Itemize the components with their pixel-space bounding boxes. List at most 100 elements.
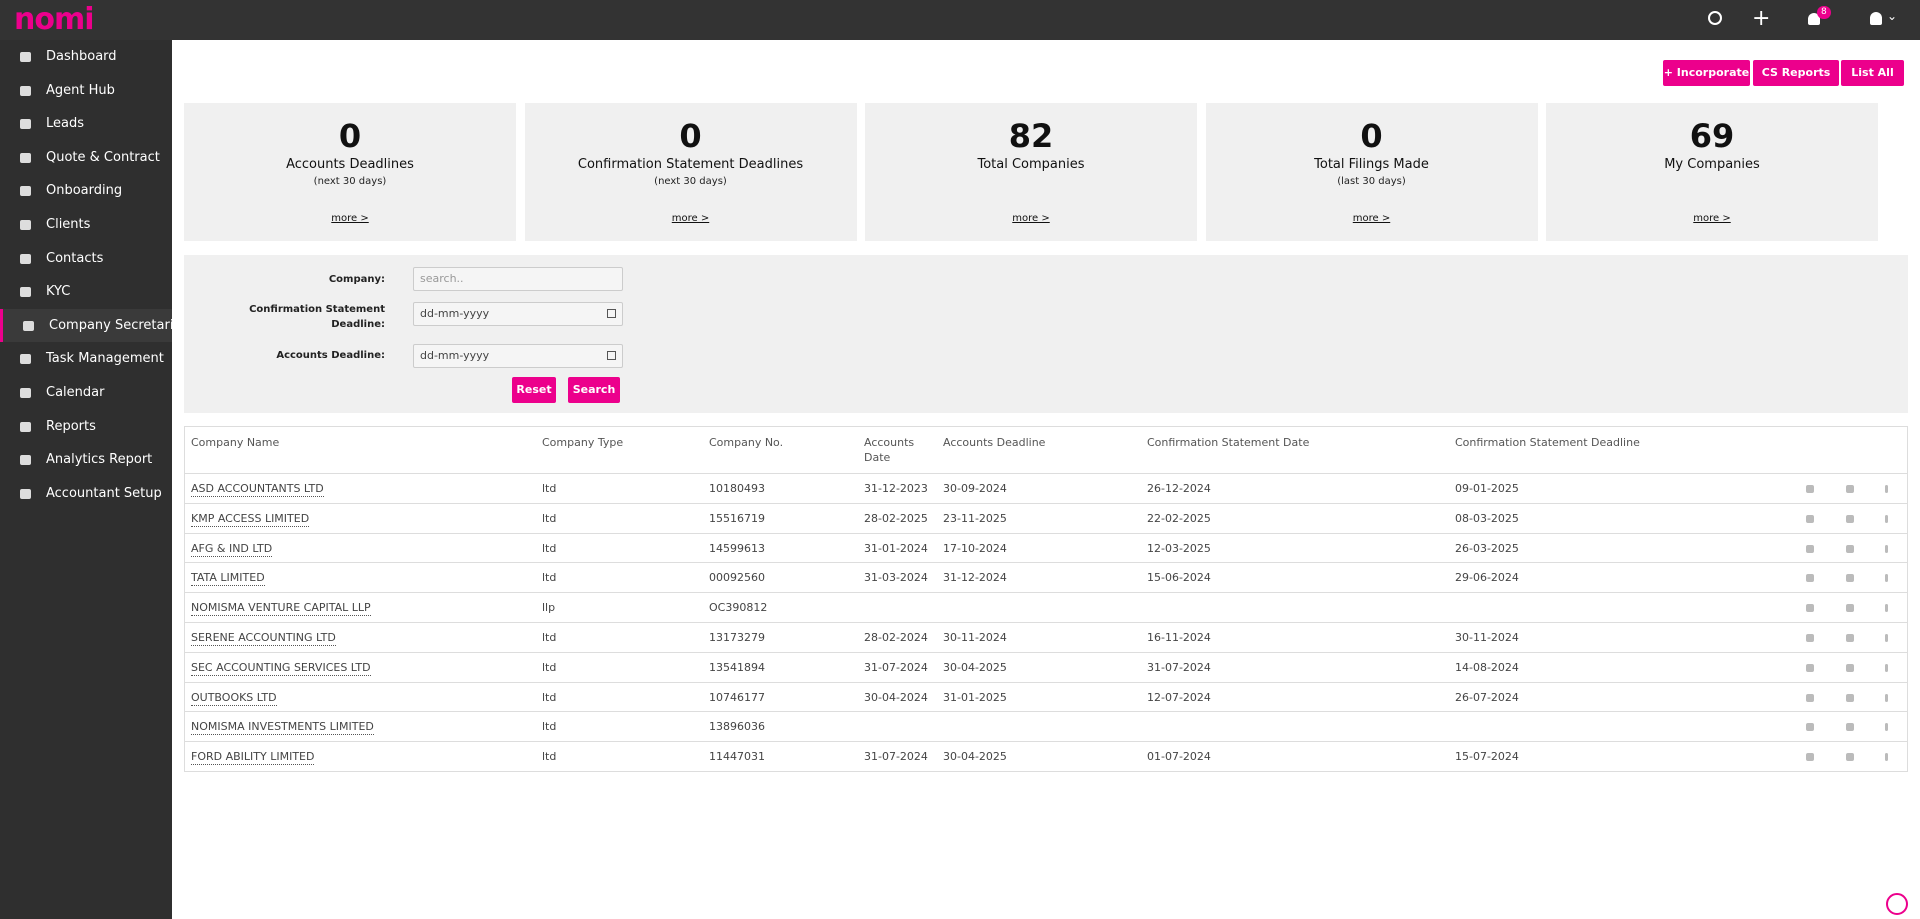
edit-icon[interactable] [1846,485,1854,493]
nav-label: Contacts [46,250,104,266]
table-cell: 28-02-2025 [864,511,928,525]
view-icon[interactable] [1806,604,1814,613]
stat-card: 0 Confirmation Statement Deadlines (next 3… [524,103,857,241]
edit-icon[interactable] [1846,753,1854,762]
user-caret[interactable]: ⌄ [1887,9,1898,23]
more-icon[interactable] [1885,574,1888,583]
nav-icon [20,455,31,466]
more-icon[interactable] [1885,634,1888,642]
more-icon[interactable] [1885,544,1888,553]
table-cell: 31-03-2024 [864,571,928,585]
stat-more[interactable]: more > [1012,213,1050,224]
table-cell: 26-03-2025 [1455,541,1519,555]
nav-item[interactable]: Reports [0,410,172,443]
filter-input[interactable]: dd-mm-yyyy [413,302,623,326]
nav-item[interactable]: Onboarding [0,174,172,207]
stat-more[interactable]: more > [1693,213,1731,224]
table-cell: 26-12-2024 [1147,482,1211,495]
view-icon[interactable] [1806,723,1814,732]
filter-input[interactable]: search.. [413,267,623,291]
more-icon[interactable] [1885,604,1888,613]
company-link[interactable]: ASD ACCOUNTANTS LTD [191,482,324,497]
company-link[interactable]: AFG & IND LTD [191,541,273,557]
table-cell: 30-04-2024 [864,690,928,704]
placeholder: dd-mm-yyyy [420,307,490,320]
edit-icon[interactable] [1846,634,1854,642]
table-cell: ltd [542,482,557,495]
column-header: Accounts Date [864,436,915,464]
view-icon[interactable] [1806,634,1814,642]
nav-item[interactable]: KYC [0,275,172,308]
table-cell: 12-03-2025 [1147,541,1211,555]
filter-input[interactable]: dd-mm-yyyy [413,344,623,368]
edit-icon[interactable] [1846,604,1854,613]
action-button[interactable]: CS Reports [1753,60,1839,86]
stat-label: Total Filings Made [1314,157,1429,172]
nav-item[interactable]: Leads [0,107,172,140]
company-link[interactable]: SEC ACCOUNTING SERVICES LTD [191,660,371,676]
nav-icon [20,488,31,499]
edit-icon[interactable] [1846,663,1854,672]
filter-label: Confirmation Statement Deadline: [249,304,385,330]
table-row: NOMISMA VENTURE CAPITAL LLP llp OC390812 [185,592,1907,622]
action-button[interactable]: List All [1841,60,1904,86]
stat-more[interactable]: more > [1352,213,1391,224]
filter-button[interactable]: Reset [512,377,556,403]
view-icon[interactable] [1806,693,1814,702]
user-icon[interactable] [1870,12,1882,25]
nav-item[interactable]: Calendar [0,376,172,409]
more-icon[interactable] [1885,723,1888,732]
company-link[interactable]: KMP ACCESS LIMITED [191,511,310,527]
help-widget[interactable] [1886,893,1908,915]
nav-item[interactable]: Contacts [0,242,172,275]
table-cell: 28-02-2024 [864,631,928,644]
view-icon[interactable] [1806,485,1814,493]
nav-item[interactable]: Task Management [0,342,172,375]
bell-icon[interactable] [1808,13,1820,25]
nav-item[interactable]: Clients [0,208,172,241]
stat-more[interactable]: more > [331,213,369,224]
view-icon[interactable] [1806,574,1814,583]
more-icon[interactable] [1885,753,1888,762]
nav-item[interactable]: Company Secretarial [0,308,185,342]
table-cell: ltd [542,690,557,704]
view-icon[interactable] [1806,544,1814,553]
link-icon[interactable] [1708,11,1722,25]
company-link[interactable]: OUTBOOKS LTD [191,690,277,706]
nav-item[interactable]: Agent Hub [0,74,172,107]
filter-button[interactable]: Search [568,377,620,403]
edit-icon[interactable] [1846,544,1854,553]
company-link[interactable]: FORD ABILITY LIMITED [191,750,315,766]
nav-item[interactable]: Quote & Contract [0,141,172,174]
action-button[interactable]: + Incorporate [1663,60,1750,86]
stat-card: 69 My Companies more > [1546,103,1878,241]
nav-item[interactable]: Accountant Setup [0,477,172,510]
nav-item[interactable]: Analytics Report [0,443,172,476]
more-icon[interactable] [1885,663,1888,672]
company-link[interactable]: NOMISMA VENTURE CAPITAL LLP [191,601,371,617]
table-cell: 09-01-2025 [1455,482,1519,495]
table-cell: 13541894 [709,660,765,674]
table-row: KMP ACCESS LIMITED ltd 15516719 28-02-2025 2… [185,502,1907,533]
table-row: NOMISMA INVESTMENTS LIMITED ltd 13896036 [185,711,1907,741]
nav-label: KYC [46,284,71,300]
more-icon[interactable] [1885,485,1888,493]
view-icon[interactable] [1806,753,1814,762]
stat-more[interactable]: more > [671,213,710,224]
more-icon[interactable] [1885,514,1888,523]
more-icon[interactable] [1885,693,1888,702]
edit-icon[interactable] [1846,514,1854,523]
company-link[interactable]: TATA LIMITED [191,571,265,587]
add-icon[interactable]: + [1752,6,1771,31]
logo[interactable]: nomi [14,2,95,37]
view-icon[interactable] [1806,663,1814,672]
edit-icon[interactable] [1846,723,1854,732]
view-icon[interactable] [1806,514,1814,523]
edit-icon[interactable] [1846,693,1854,702]
company-link[interactable]: NOMISMA INVESTMENTS LIMITED [191,720,374,736]
edit-icon[interactable] [1846,574,1854,583]
table-row: SERENE ACCOUNTING LTD ltd 13173279 28-02-20… [185,622,1907,652]
stat-sub: (next 30 days) [654,176,727,187]
nav-item[interactable]: Dashboard [0,40,172,73]
company-link[interactable]: SERENE ACCOUNTING LTD [191,631,336,646]
